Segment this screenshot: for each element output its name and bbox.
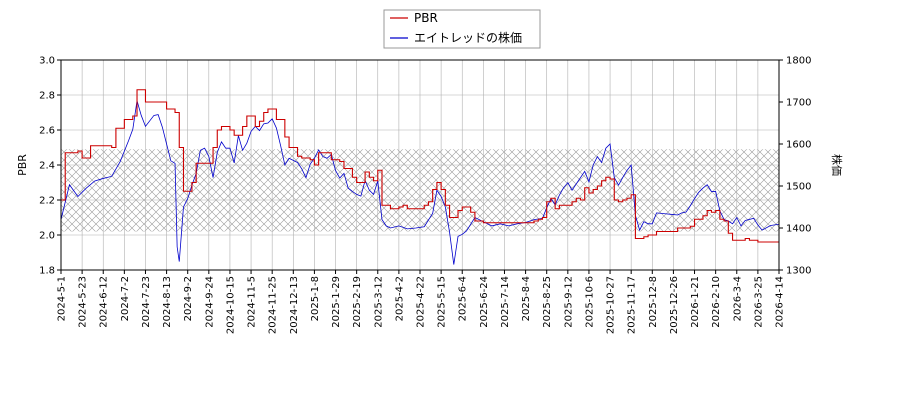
left-tick-label: 2.0 [39, 231, 55, 242]
x-axis-ticks: 2024-5-1 2024-5-23 2024-6-12 2024-7-2 2024-7… [57, 270, 786, 334]
x-tick-label: 2025-10-6 [584, 276, 595, 328]
legend-box [383, 9, 541, 49]
x-tick-label: 2024-12-13 [289, 276, 300, 334]
x-tick-label: 2026-2-10 [711, 276, 722, 328]
x-tick-label: 2025-9-12 [563, 276, 574, 328]
x-tick-label: 2025-4-2 [394, 276, 405, 321]
x-tick-label: 2026-3-25 [753, 276, 764, 328]
x-tick-label: 2024-7-2 [120, 276, 131, 321]
left-tick-label: 3.0 [39, 56, 55, 67]
x-tick-label: 2025-4-22 [416, 276, 427, 328]
x-tick-label: 2024-5-1 [57, 276, 68, 321]
right-axis-label: 株価 [830, 154, 844, 176]
x-tick-label: 2025-3-12 [373, 276, 384, 328]
x-tick-label: 2024-8-13 [162, 276, 173, 328]
x-tick-label: 2024-5-23 [78, 276, 89, 328]
legend-price-label: エイトレッドの株価 [414, 30, 522, 45]
x-tick-label: 2024-7-23 [141, 276, 152, 328]
x-tick-label: 2025-5-15 [437, 276, 448, 328]
x-tick-label: 2025-10-27 [606, 276, 617, 334]
left-tick-label: 2.6 [39, 126, 55, 137]
x-tick-label: 2025-7-14 [500, 276, 511, 328]
left-tick-label: 2.2 [39, 196, 55, 207]
x-tick-label: 2024-11-5 [247, 276, 258, 328]
right-tick-label: 1500 [786, 182, 811, 193]
right-axis-ticks: 1300 1400 1500 1600 1700 1800 [779, 56, 811, 277]
right-tick-label: 1800 [786, 56, 811, 67]
left-axis-label: PBR [16, 154, 29, 176]
x-tick-label: 2024-9-24 [204, 276, 215, 328]
x-tick-label: 2024-10-15 [225, 276, 236, 334]
left-tick-label: 2.4 [39, 161, 55, 172]
x-tick-label: 2025-1-29 [331, 276, 342, 328]
x-tick-label: 2025-8-25 [542, 276, 553, 328]
left-tick-label: 2.8 [39, 91, 55, 102]
x-tick-label: 2025-1-8 [310, 276, 321, 321]
right-tick-label: 1300 [786, 266, 811, 277]
x-tick-label: 2025-11-17 [627, 276, 638, 334]
x-tick-label: 2025-8-4 [521, 276, 532, 321]
right-tick-label: 1400 [786, 224, 811, 235]
x-tick-label: 2026-4-14 [775, 276, 786, 328]
x-tick-label: 2025-6-4 [458, 276, 469, 321]
x-tick-label: 2024-9-2 [183, 276, 194, 321]
x-tick-label: 2025-2-19 [352, 276, 363, 328]
price-series-line [61, 100, 779, 265]
right-tick-label: 1600 [786, 140, 811, 151]
x-tick-label: 2026-3-4 [732, 276, 743, 321]
x-tick-label: 2026-1-21 [690, 276, 701, 328]
x-tick-label: 2025-12-8 [648, 276, 659, 328]
x-tick-label: 2025-6-24 [479, 276, 490, 328]
legend: PBR エイトレッドの株価 [383, 9, 541, 49]
left-axis-ticks: 1.8 2.0 2.2 2.4 2.6 2.8 3.0 [39, 56, 61, 277]
left-tick-label: 1.8 [39, 266, 55, 277]
pbr-series-line [61, 89, 779, 243]
x-tick-label: 2024-11-25 [268, 276, 279, 334]
right-tick-label: 1700 [786, 98, 811, 109]
x-tick-label: 2024-6-12 [99, 276, 110, 328]
legend-pbr-label: PBR [414, 11, 438, 25]
x-tick-label: 2025-12-26 [669, 276, 680, 334]
